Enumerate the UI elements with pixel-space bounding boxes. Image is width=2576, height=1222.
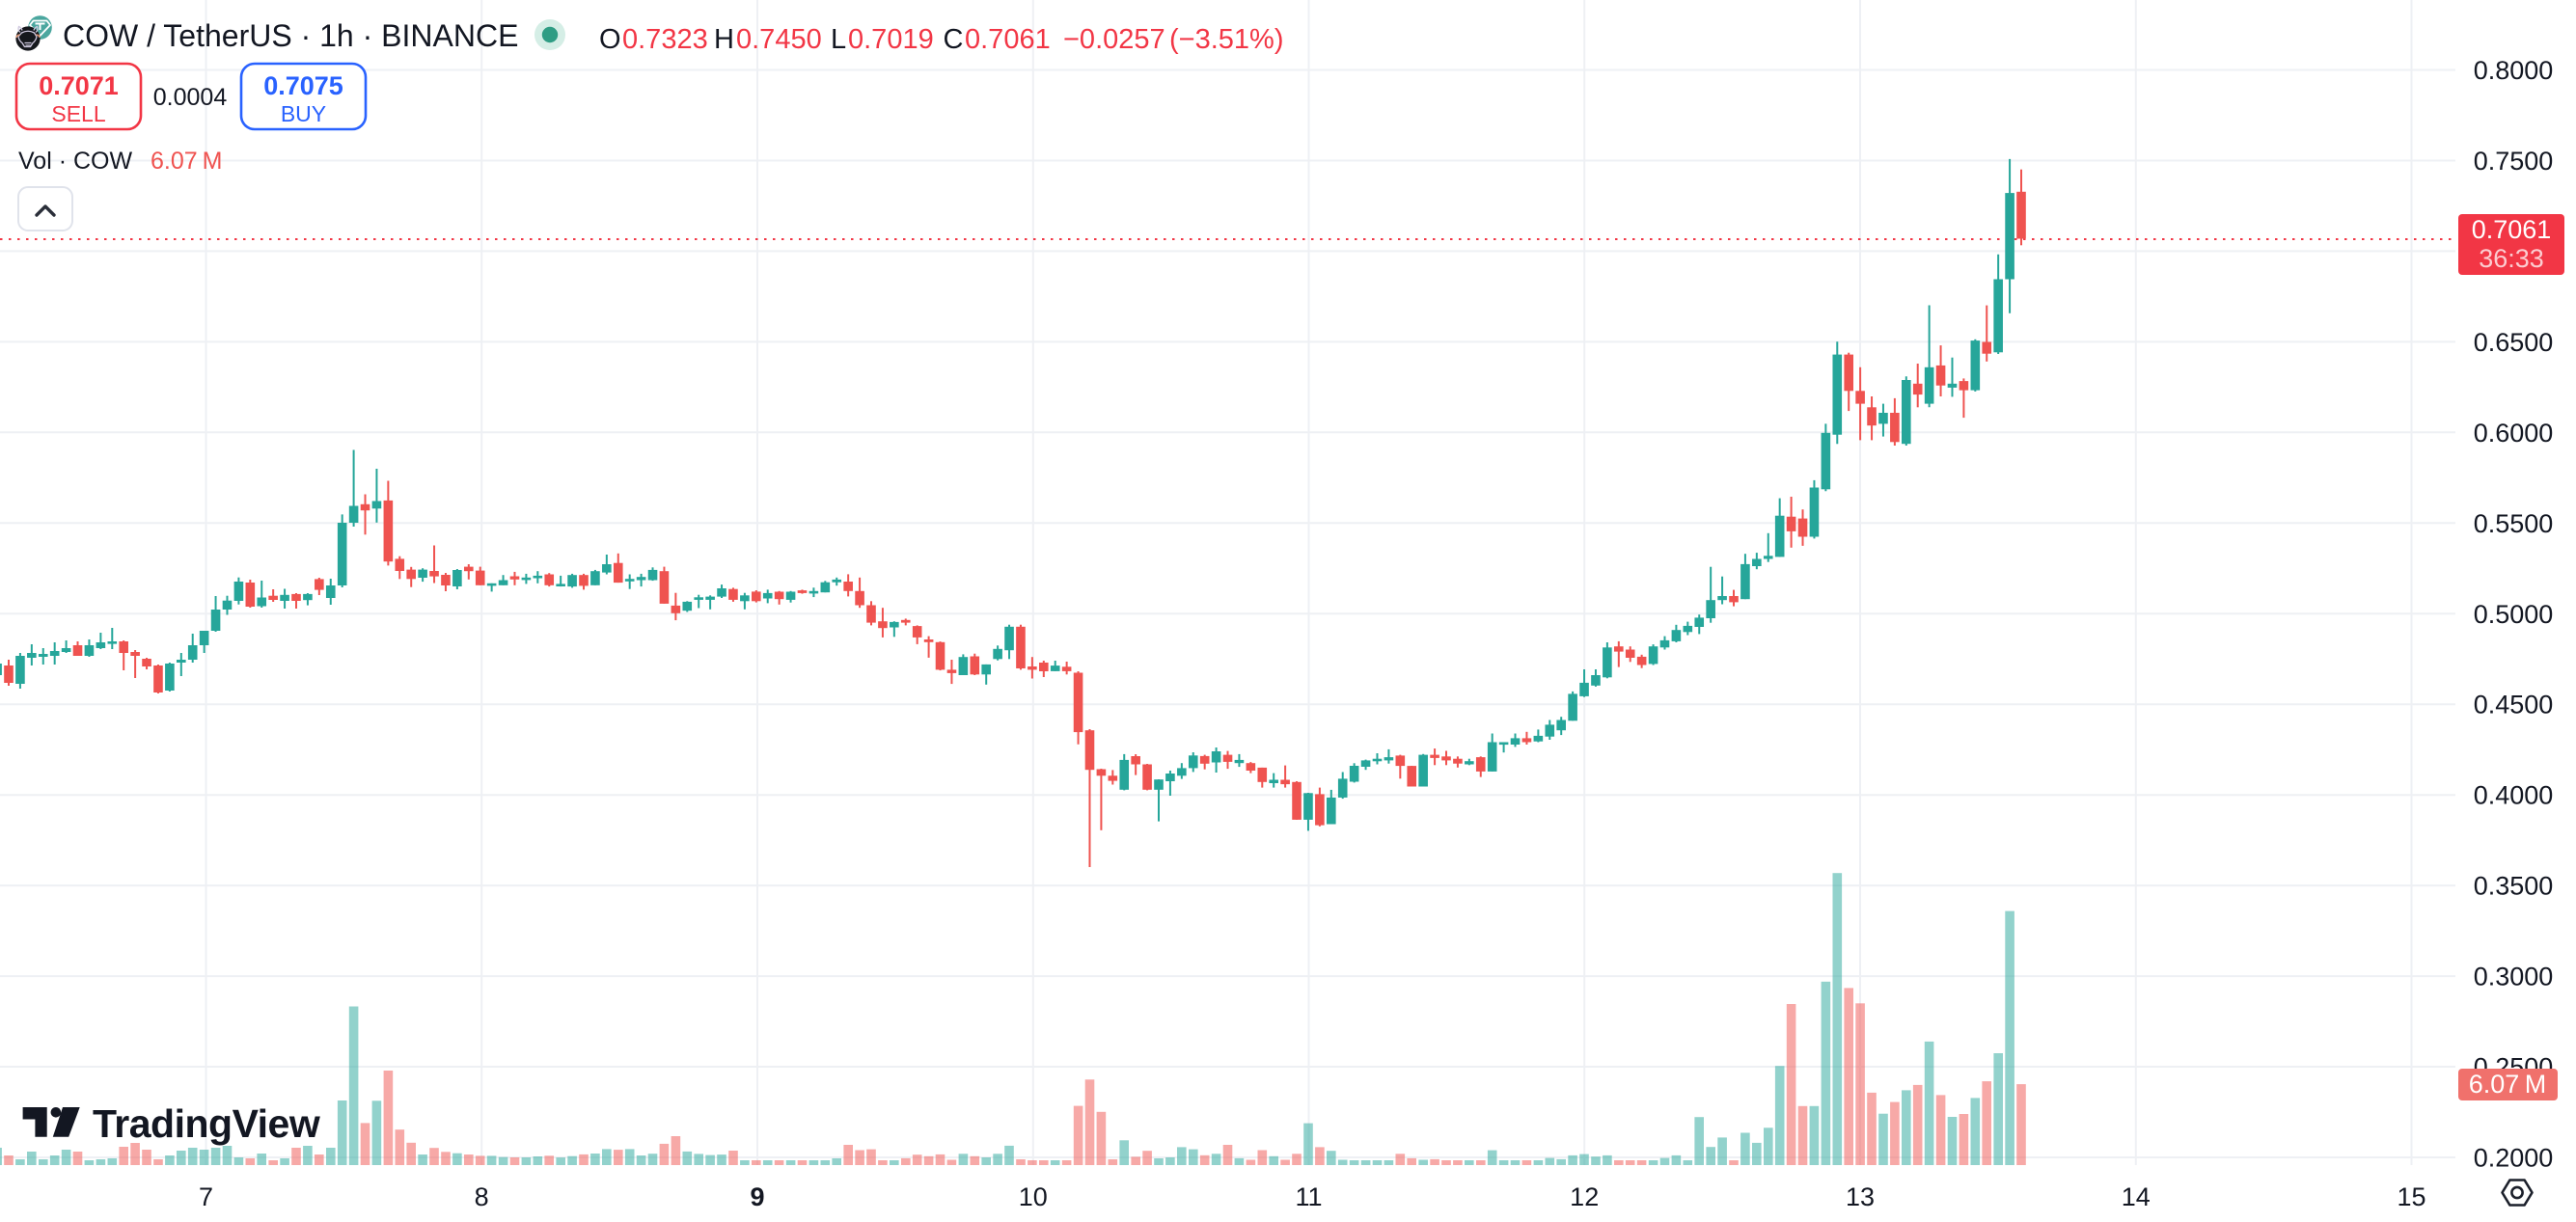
- svg-text:15: 15: [2397, 1182, 2425, 1211]
- svg-text:6.07 M: 6.07 M: [151, 148, 223, 175]
- svg-text:(−3.51%): (−3.51%): [1169, 24, 1283, 55]
- svg-text:COW / TetherUS · 1h · BINANCE: COW / TetherUS · 1h · BINANCE: [63, 18, 518, 53]
- svg-text:O: O: [599, 24, 621, 55]
- svg-text:0.4000: 0.4000: [2474, 781, 2554, 810]
- svg-text:0.8000: 0.8000: [2474, 56, 2554, 85]
- svg-text:0.7071: 0.7071: [39, 71, 119, 100]
- svg-text:0.7061: 0.7061: [965, 24, 1051, 55]
- svg-text:0.5500: 0.5500: [2474, 509, 2554, 538]
- svg-text:SELL: SELL: [51, 101, 105, 126]
- svg-text:0.6000: 0.6000: [2474, 419, 2554, 448]
- svg-text:Vol · COW: Vol · COW: [18, 148, 132, 175]
- svg-text:14: 14: [2122, 1182, 2151, 1211]
- svg-text:TradingView: TradingView: [93, 1101, 320, 1146]
- svg-text:7: 7: [199, 1182, 213, 1211]
- svg-text:12: 12: [1570, 1182, 1599, 1211]
- svg-text:10: 10: [1019, 1182, 1048, 1211]
- svg-text:0.4500: 0.4500: [2474, 691, 2554, 720]
- svg-text:L: L: [831, 24, 846, 55]
- svg-text:8: 8: [475, 1182, 489, 1211]
- svg-text:0.7323: 0.7323: [622, 24, 708, 55]
- svg-text:36:33: 36:33: [2479, 244, 2544, 273]
- svg-text:6.07 M: 6.07 M: [2469, 1070, 2546, 1099]
- svg-text:11: 11: [1295, 1182, 1322, 1211]
- svg-text:9: 9: [750, 1182, 764, 1211]
- svg-text:0.7061: 0.7061: [2472, 215, 2552, 244]
- svg-text:C: C: [944, 24, 964, 55]
- svg-text:0.3500: 0.3500: [2474, 872, 2554, 901]
- svg-text:−0.0257: −0.0257: [1063, 24, 1165, 55]
- svg-text:0.7075: 0.7075: [263, 71, 343, 100]
- svg-text:BUY: BUY: [281, 101, 326, 126]
- svg-text:13: 13: [1846, 1182, 1875, 1211]
- svg-text:0.7500: 0.7500: [2474, 147, 2554, 176]
- svg-text:0.6500: 0.6500: [2474, 328, 2554, 357]
- svg-text:0.7450: 0.7450: [736, 24, 822, 55]
- svg-text:0.2000: 0.2000: [2474, 1144, 2554, 1173]
- svg-text:0.3000: 0.3000: [2474, 963, 2554, 991]
- svg-text:H: H: [714, 24, 734, 55]
- svg-text:0.5000: 0.5000: [2474, 600, 2554, 629]
- svg-text:0.0004: 0.0004: [153, 84, 228, 111]
- svg-text:0.7019: 0.7019: [848, 24, 934, 55]
